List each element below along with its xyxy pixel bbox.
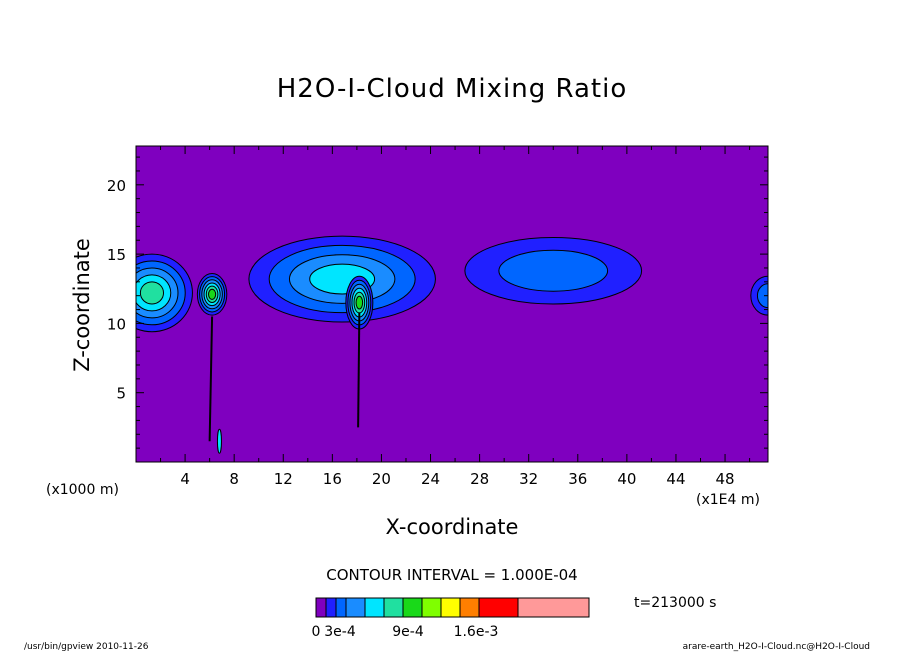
contour-right-anvil-level-2 <box>498 249 609 292</box>
y-unit-label: (x1000 m) <box>46 482 119 498</box>
contour-narrow-tower-6-level-6 <box>208 288 217 300</box>
contour-tower-18-level-6 <box>355 295 364 310</box>
x-tick-label: 12 <box>274 470 293 488</box>
plot-background <box>136 146 768 462</box>
x-tick-label: 20 <box>372 470 391 488</box>
contour-layer <box>136 235 768 454</box>
colorbar-swatch-9 <box>459 597 480 618</box>
x-unit-label: (x1E4 m) <box>696 492 760 508</box>
updraft-streak-1 <box>208 316 214 442</box>
colorbar-label: 1.6e-3 <box>454 624 499 640</box>
colorbar-label: 9e-4 <box>392 624 424 640</box>
x-tick-label: 8 <box>229 470 239 488</box>
x-tick-label: 24 <box>421 470 440 488</box>
footer-right: arare-earth_H2O-I-Cloud.nc@H2O-I-Cloud <box>682 642 870 652</box>
x-axis-label: X-coordinate <box>385 515 519 539</box>
colorbar-label: 0 <box>312 624 321 640</box>
footer-left: /usr/bin/gpview 2010-11-26 <box>24 642 149 652</box>
colorbar-swatch-10 <box>478 597 519 618</box>
small-cloud-fragment <box>216 428 222 454</box>
y-tick-label: 20 <box>107 177 126 195</box>
colorbar-label: 3e-4 <box>324 624 356 640</box>
contour-interval-label: CONTOUR INTERVAL = 1.000E-04 <box>326 566 578 584</box>
colorbar-swatch-4 <box>364 597 385 618</box>
time-label: t=213000 s <box>634 595 717 611</box>
x-tick-label: 40 <box>617 470 636 488</box>
x-tick-label: 32 <box>519 470 538 488</box>
updraft-streak-2 <box>357 312 361 428</box>
y-tick-label: 5 <box>116 385 126 403</box>
x-tick-label: 16 <box>323 470 342 488</box>
colorbar-swatch-1 <box>325 597 337 618</box>
x-tick-label: 44 <box>666 470 685 488</box>
chart-title: H2O-I-Cloud Mixing Ratio <box>276 74 628 104</box>
x-tick-label: 28 <box>470 470 489 488</box>
contour-left-edge-cloud-level-5 <box>139 281 165 305</box>
colorbar-swatch-5 <box>383 597 404 618</box>
colorbar-swatch-8 <box>440 597 461 618</box>
colorbar-swatch-6 <box>402 597 423 618</box>
colorbar-swatch-0 <box>315 597 327 618</box>
colorbar-swatch-11 <box>517 597 590 618</box>
plot-frame <box>135 145 769 463</box>
x-tick-label: 48 <box>716 470 735 488</box>
colorbar-swatch-2 <box>335 597 347 618</box>
colorbar-swatch-3 <box>345 597 366 618</box>
y-tick-label: 15 <box>107 246 126 264</box>
colorbar-swatch-7 <box>421 597 442 618</box>
x-tick-label: 4 <box>180 470 190 488</box>
colorbar-frame <box>315 597 590 618</box>
y-tick-label: 10 <box>107 315 126 333</box>
x-tick-label: 36 <box>568 470 587 488</box>
